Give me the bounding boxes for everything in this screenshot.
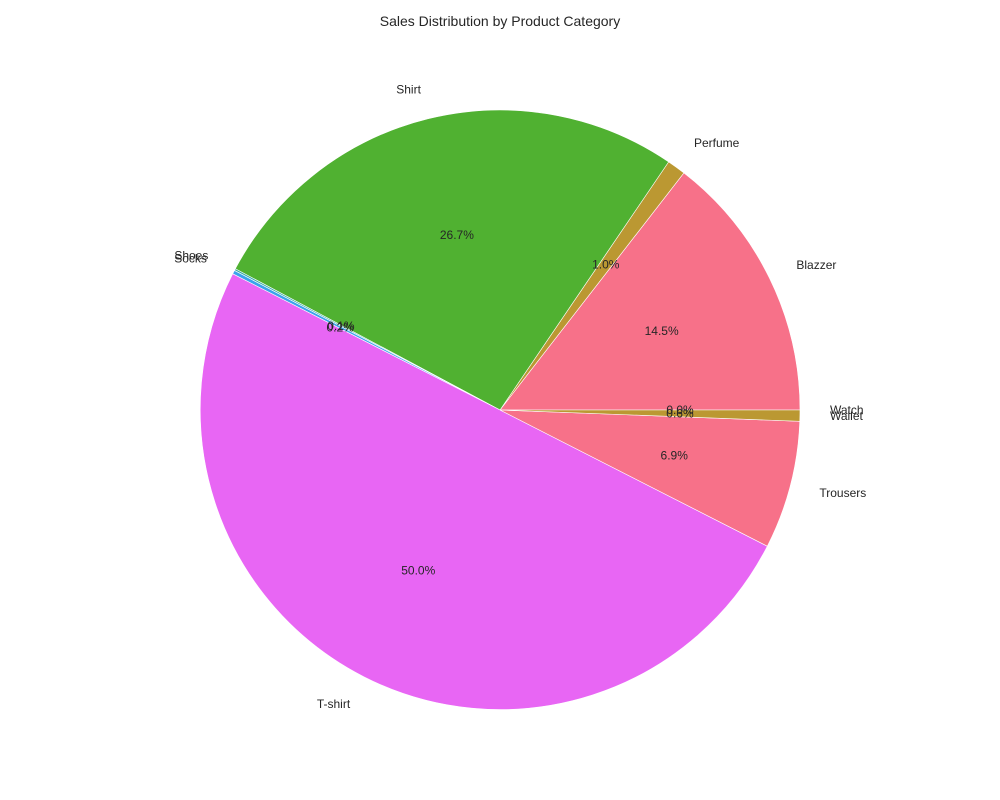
pie-labels: Blazzer 14.5% Perfume 1.0% Shirt 26.7% Shoes 0.… — [174, 83, 866, 711]
pct-label-shoes: 0.1% — [327, 319, 355, 333]
slice-label-socks: Socks — [174, 251, 207, 265]
pct-label-blazzer: 14.5% — [645, 324, 679, 338]
pie-slices — [199, 109, 801, 710]
pie-slice-shirt — [234, 109, 670, 411]
slice-label-watch: Watch — [830, 403, 864, 417]
slice-label-trousers: Trousers — [819, 486, 866, 500]
slice-label-blazzer: Blazzer — [796, 258, 836, 272]
pie-slice-t-shirt — [199, 273, 768, 710]
pct-label-trousers: 6.9% — [661, 448, 689, 462]
pct-label-wallet: 0.6% — [666, 406, 694, 420]
pct-label-shirt: 26.7% — [440, 228, 474, 242]
pct-label-socks: 0.2% — [326, 320, 354, 334]
pie-slice-wallet — [499, 409, 801, 422]
slice-label-wallet: Wallet — [830, 409, 864, 423]
pct-label-perfume: 1.0% — [592, 257, 620, 271]
pie-slice-blazzer — [499, 172, 801, 411]
pct-label-watch: 0.0% — [666, 403, 694, 417]
pct-label-t-shirt: 50.0% — [401, 563, 435, 577]
slice-label-shirt: Shirt — [396, 83, 421, 97]
slice-label-t-shirt: T-shirt — [317, 697, 351, 711]
slice-label-perfume: Perfume — [694, 136, 740, 150]
slice-label-shoes: Shoes — [174, 249, 208, 263]
chart-title: Sales Distribution by Product Category — [380, 13, 620, 29]
pie-slice-trousers — [499, 409, 801, 547]
